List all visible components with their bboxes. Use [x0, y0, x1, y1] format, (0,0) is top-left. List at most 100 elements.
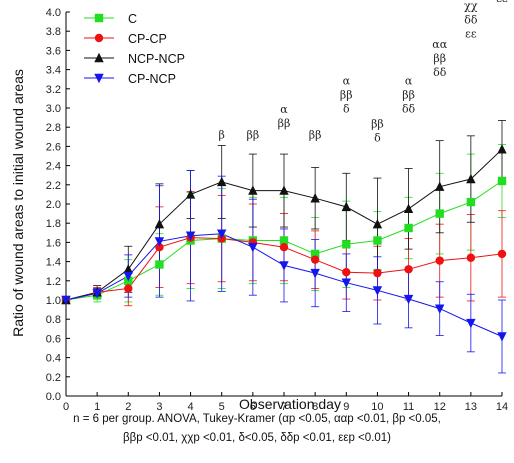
- data-point-ncp-ncp: [185, 189, 196, 199]
- legend-marker: [94, 13, 104, 23]
- data-point-ncp-ncp: [466, 173, 476, 184]
- markers-layer: [61, 144, 507, 342]
- footnote-line-1: n = 6 per group. ANOVA, Tukey-Kramer (αp…: [73, 413, 441, 425]
- x-tick-label: 5: [219, 401, 225, 413]
- x-tick-label: 11: [403, 401, 414, 413]
- data-point-cp-ncp: [466, 318, 476, 329]
- x-tick-label: 1: [94, 401, 100, 413]
- x-tick-label: 9: [343, 401, 349, 413]
- x-tick-label: 3: [156, 401, 162, 413]
- significance-label: δδ: [402, 103, 416, 116]
- x-tick-label: 6: [250, 401, 256, 413]
- legend-marker: [94, 73, 104, 84]
- legend-label: C: [128, 12, 137, 26]
- significance-label: χχ: [464, 0, 478, 13]
- x-axis-title: Observation day: [239, 396, 341, 412]
- x-tick-label: 7: [281, 401, 287, 413]
- legend-label: NCP-NCP: [128, 52, 185, 66]
- significance-label: ββ: [340, 89, 353, 102]
- data-point-ncp-ncp: [372, 218, 383, 229]
- data-point-cp-ncp: [341, 278, 351, 288]
- y-tick-label: 3.8: [46, 26, 61, 38]
- significance-label: β: [219, 129, 225, 142]
- data-point-c: [279, 236, 289, 245]
- significance-label: δ: [343, 103, 350, 116]
- data-point-cp-cp: [435, 256, 444, 265]
- significance-label: α: [280, 103, 288, 116]
- data-point-cp-cp: [342, 267, 351, 277]
- data-point-c: [310, 249, 320, 259]
- data-point-c: [466, 197, 476, 207]
- data-point-cp-ncp: [403, 294, 414, 305]
- y-tick-label: 1.8: [46, 218, 61, 230]
- significance-layer: βββαββββαββδββδαββδδααββδδααββχχδδεεααββ…: [219, 0, 508, 144]
- significance-label: ββ: [402, 89, 415, 102]
- data-point-c: [155, 260, 164, 269]
- significance-label: ββ: [246, 129, 259, 142]
- data-point-ncp-ncp: [123, 264, 133, 274]
- y-tick-label: 0.4: [46, 353, 61, 365]
- data-point-ncp-ncp: [403, 203, 414, 213]
- data-point-cp-ncp: [123, 271, 133, 282]
- x-tick-label: 13: [465, 401, 477, 413]
- data-point-cp-cp: [155, 243, 164, 252]
- data-point-cp-cp: [404, 265, 413, 274]
- data-point-ncp-ncp: [154, 218, 165, 229]
- significance-label: ββ: [371, 117, 384, 130]
- x-tick-label: 4: [188, 401, 194, 413]
- axes-layer: 0.0 0.2 0.4 0.6 0.8 1.0 1.2 1.4 1.6 1.8 2.0 2.2 2.4 2…: [46, 7, 508, 413]
- data-point-cp-ncp: [279, 261, 289, 271]
- y-tick-label: 1.0: [46, 295, 61, 307]
- y-tick-label: 2.8: [46, 122, 61, 134]
- y-tick-label: 3.2: [46, 84, 61, 96]
- data-point-cp-cp: [310, 255, 320, 264]
- significance-label: α: [343, 75, 351, 88]
- legend-label: CP-CP: [128, 32, 167, 46]
- data-point-ncp-ncp: [279, 185, 289, 195]
- significance-label: δδ: [433, 66, 447, 79]
- x-tick-label: 10: [371, 401, 383, 413]
- y-tick-label: 1.6: [46, 237, 61, 249]
- significance-label: αα: [432, 38, 447, 51]
- y-tick-label: 4.0: [46, 7, 61, 19]
- x-tick-label: 2: [125, 401, 131, 413]
- data-point-c: [373, 236, 382, 245]
- y-tick-label: 2.0: [46, 199, 61, 211]
- footnote-line-2: ββp <0.01, χχp <0.01, δ<0.05, δδp <0.01,…: [122, 432, 391, 444]
- y-tick-label: 0.2: [46, 372, 61, 384]
- x-tick-label: 8: [312, 401, 318, 413]
- y-tick-label: 3.4: [46, 65, 61, 77]
- legend-marker: [94, 33, 104, 43]
- y-tick-label: 2.6: [46, 141, 61, 153]
- significance-label: ββ: [433, 52, 446, 65]
- legend-marker: [94, 52, 104, 63]
- data-point-cp-ncp: [217, 229, 227, 239]
- x-tick-label: 14: [496, 401, 508, 413]
- legend-label: CP-NCP: [128, 72, 176, 86]
- significance-label: α: [405, 75, 413, 88]
- significance-label: δ: [374, 131, 381, 144]
- y-tick-label: 0.6: [46, 333, 61, 345]
- data-point-cp-cp: [466, 253, 476, 262]
- y-tick-label: 0.0: [46, 391, 61, 403]
- data-point-ncp-ncp: [341, 201, 351, 212]
- data-point-ncp-ncp: [310, 193, 320, 203]
- significance-label: δδ: [464, 14, 478, 27]
- data-point-c: [342, 240, 351, 249]
- data-point-cp-ncp: [310, 268, 320, 279]
- data-point-cp-ncp: [61, 295, 71, 306]
- data-point-cp-ncp: [185, 231, 196, 241]
- data-point-cp-ncp: [92, 289, 102, 299]
- y-tick-label: 1.2: [46, 276, 61, 288]
- data-point-ncp-ncp: [217, 176, 227, 187]
- data-point-cp-ncp: [248, 243, 258, 253]
- y-tick-label: 1.4: [46, 257, 61, 269]
- data-point-ncp-ncp: [435, 181, 445, 191]
- data-point-ncp-ncp: [497, 144, 507, 154]
- x-tick-label: 12: [434, 401, 446, 413]
- data-point-cp-ncp: [435, 304, 445, 314]
- data-point-c: [435, 209, 444, 218]
- y-tick-label: 2.4: [46, 161, 61, 173]
- significance-label: ββ: [309, 129, 322, 142]
